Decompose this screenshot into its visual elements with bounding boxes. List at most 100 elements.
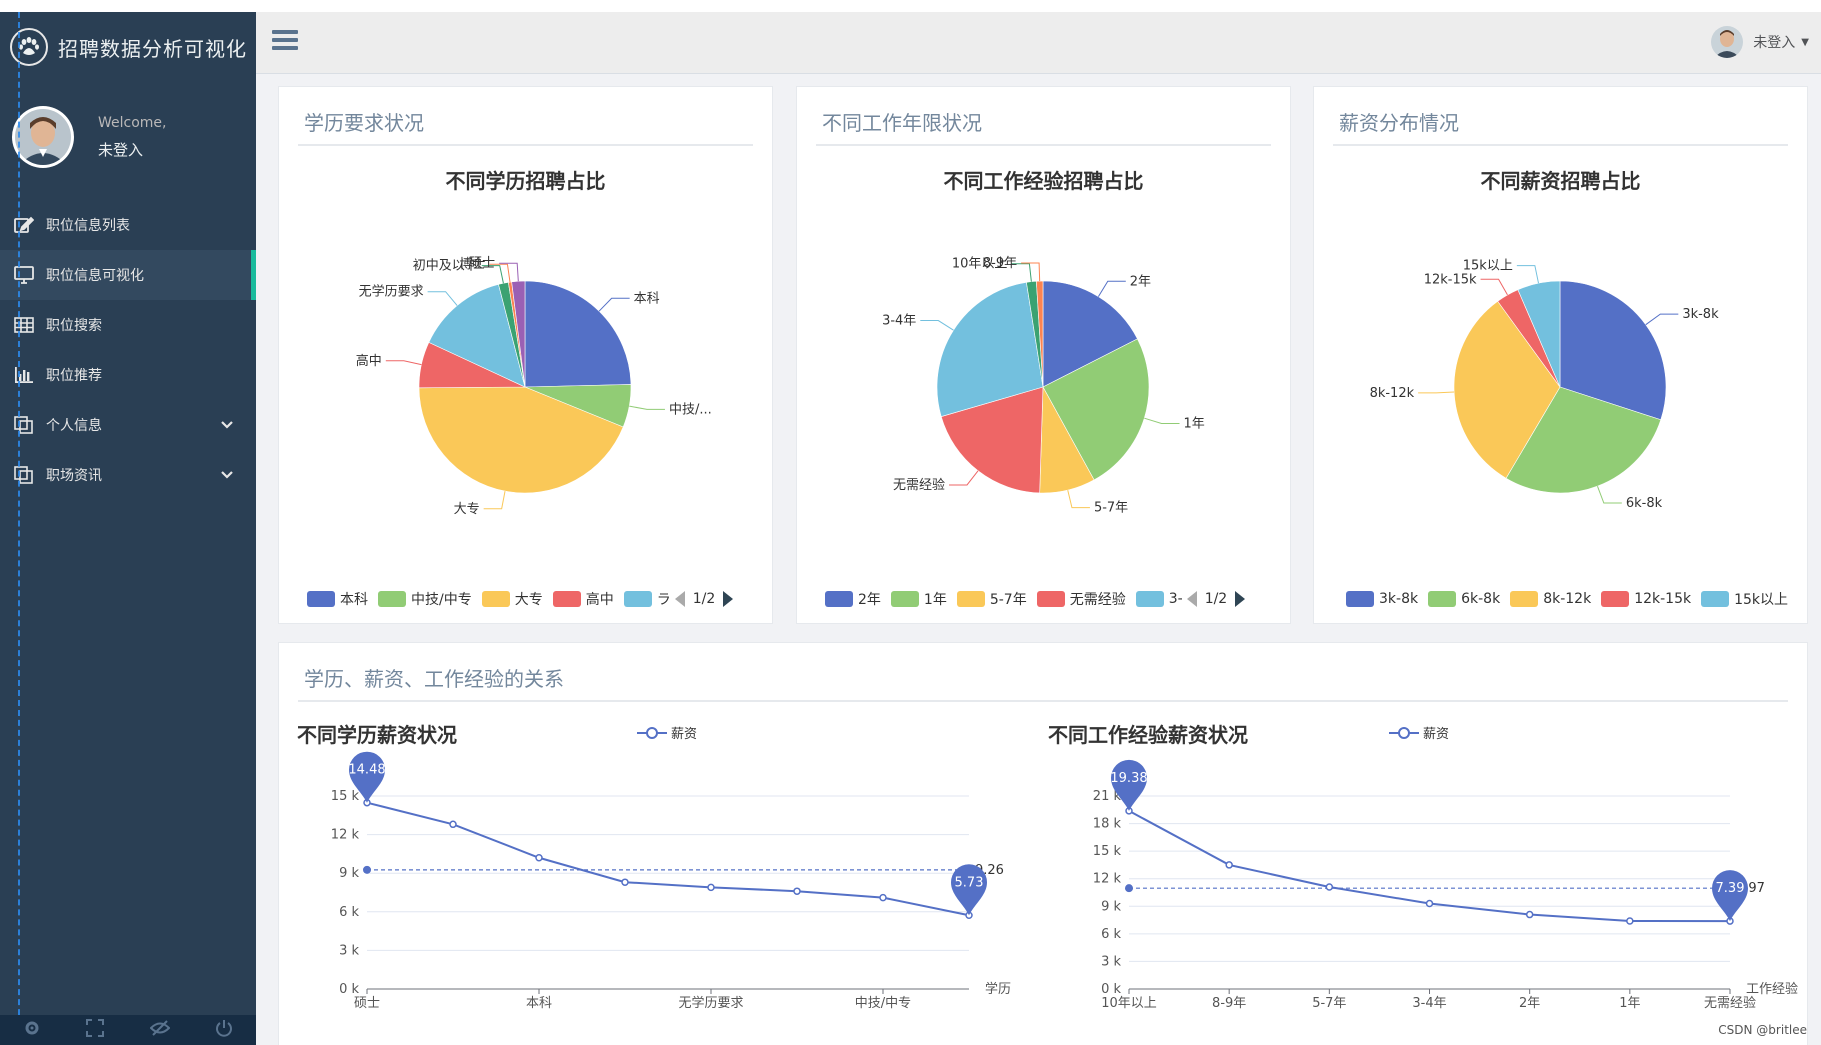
pie-label: 中技/... bbox=[669, 402, 712, 417]
brand[interactable]: 招聘数据分析可视化 bbox=[0, 12, 256, 82]
sidebar-item-career-news[interactable]: 职场资讯 bbox=[0, 450, 256, 500]
x-tick-label: 2年 bbox=[1519, 996, 1540, 1011]
legend-label: 薪资 bbox=[671, 727, 698, 742]
y-tick-label: 6 k bbox=[339, 905, 359, 920]
legend-item[interactable]: 6k-8k bbox=[1428, 591, 1500, 607]
x-tick-label: 无学历要求 bbox=[678, 995, 743, 1011]
pie-label: 6k-8k bbox=[1626, 496, 1663, 511]
sidebar-item-label: 职位搜索 bbox=[46, 318, 102, 334]
sidebar-footer bbox=[0, 1015, 256, 1045]
legend-item[interactable]: 12k-15k bbox=[1601, 591, 1691, 607]
power-icon[interactable] bbox=[215, 1019, 233, 1041]
clone-icon bbox=[14, 416, 36, 434]
pie-label-line bbox=[948, 470, 979, 486]
data-point bbox=[1525, 910, 1534, 919]
panel-heading: 不同工作年限状况 bbox=[822, 111, 982, 135]
settings-icon[interactable] bbox=[23, 1019, 41, 1041]
y-tick-label: 6 k bbox=[1101, 927, 1121, 942]
sidebar-item-job-recommend[interactable]: 职位推荐 bbox=[0, 350, 256, 400]
pie-label-line bbox=[427, 291, 458, 306]
marker-label: 7.39 bbox=[1716, 881, 1745, 896]
legend-item[interactable]: 3k-8k bbox=[1346, 591, 1418, 607]
sidebar-top-strip bbox=[0, 0, 256, 12]
next-page-icon[interactable] bbox=[723, 591, 734, 607]
pie-label-line bbox=[598, 297, 630, 312]
legend-item[interactable]: 2年 bbox=[825, 589, 881, 609]
y-tick-label: 21 k bbox=[1093, 789, 1122, 804]
sidebar-item-personal-info[interactable]: 个人信息 bbox=[0, 400, 256, 450]
dashed-guide-line bbox=[18, 12, 20, 1045]
legend-pager: 1/2 bbox=[1186, 591, 1246, 607]
sidebar-menu: 职位信息列表 职位信息可视化 职位搜索 bbox=[0, 200, 256, 500]
user-name-label: 未登入 bbox=[1753, 35, 1796, 51]
next-page-icon[interactable] bbox=[1235, 591, 1246, 607]
user-dropdown[interactable]: 未登入 ▼ bbox=[1711, 26, 1809, 58]
x-tick-label: 10年以上 bbox=[1101, 996, 1157, 1011]
pie-label: 无学历要求 bbox=[359, 284, 424, 300]
pie-slice bbox=[936, 281, 1044, 417]
sidebar-item-job-visualization[interactable]: 职位信息可视化 bbox=[0, 250, 256, 300]
user-avatar bbox=[1711, 26, 1744, 58]
pie-label-line bbox=[920, 320, 954, 331]
legend-label: 薪资 bbox=[1423, 727, 1450, 742]
pie-label-line bbox=[1418, 391, 1455, 394]
legend-item[interactable]: 5-7年 bbox=[956, 589, 1027, 609]
data-point bbox=[793, 887, 801, 895]
data-point bbox=[879, 893, 887, 902]
sidebar: 招聘数据分析可视化 Welcome, 未登入 bbox=[0, 12, 256, 1045]
pie-slice bbox=[1505, 386, 1662, 494]
legend-item[interactable]: 中技/中专 bbox=[378, 589, 472, 609]
pie-label: 大专 bbox=[454, 502, 480, 517]
data-point bbox=[621, 878, 629, 886]
legend-item[interactable]: 15k以上 bbox=[1701, 589, 1788, 609]
legend-item[interactable]: 本科 bbox=[307, 589, 368, 609]
legend-page-number: 1/2 bbox=[692, 591, 716, 607]
prev-page-icon[interactable] bbox=[674, 591, 685, 607]
fullscreen-icon[interactable] bbox=[86, 1019, 105, 1041]
marker-label: 19.38 bbox=[1110, 771, 1147, 786]
legend-item[interactable]: 3- bbox=[1135, 591, 1183, 607]
chart-title: 不同薪资招聘占比 bbox=[1480, 169, 1641, 193]
pie-label-line bbox=[481, 265, 504, 284]
bar-chart-icon bbox=[14, 366, 36, 384]
sidebar-item-job-search[interactable]: 职位搜索 bbox=[0, 300, 256, 350]
data-point bbox=[1225, 861, 1233, 869]
y-tick-label: 9 k bbox=[1101, 899, 1121, 914]
legend-item[interactable]: 大专 bbox=[481, 589, 543, 609]
data-point bbox=[449, 820, 457, 829]
y-tick-label: 12 k bbox=[1093, 872, 1122, 887]
salary-pie-chart[interactable]: 3k-8k 6k-8k 8k-12k 12k-15k 15k以上 bbox=[1314, 87, 1809, 625]
legend-item[interactable]: 高中 bbox=[552, 589, 614, 609]
pie-label: 8-9年 bbox=[983, 256, 1017, 271]
x-tick-label: 8-9年 bbox=[1212, 996, 1246, 1011]
browser-top-strip bbox=[256, 0, 1821, 12]
education-salary-line-chart[interactable]: 0 k3 k6 k9 k12 k15 k硕士 本科 无学历要求 中技/中专学历9.26… bbox=[279, 713, 1039, 1043]
sidebar-item-label: 职位信息可视化 bbox=[46, 268, 144, 284]
pie-label-line bbox=[499, 262, 519, 282]
x-tick-label: 3-4年 bbox=[1412, 996, 1446, 1011]
legend-item[interactable]: 1年 bbox=[890, 589, 947, 609]
divider bbox=[816, 144, 1271, 146]
eye-slash-icon[interactable] bbox=[149, 1019, 171, 1041]
profile-username: 未登入 bbox=[98, 141, 144, 159]
legend-item[interactable]: 无需经验 bbox=[1036, 589, 1126, 609]
y-tick-label: 3 k bbox=[1101, 954, 1121, 969]
chart-legend[interactable]: 薪资 bbox=[637, 723, 697, 742]
chart-legend[interactable]: 薪资 bbox=[1389, 723, 1449, 742]
sidebar-item-job-list[interactable]: 职位信息列表 bbox=[0, 200, 256, 250]
sidebar-item-label: 个人信息 bbox=[46, 418, 102, 434]
experience-salary-line-chart[interactable]: 0 k 3 k 6 k 9 k 12 k 15 k 18 k 21 k 10年以上 8-9年 5-7… bbox=[1034, 713, 1804, 1043]
menu-toggle-icon[interactable] bbox=[272, 30, 298, 54]
chevron-down-icon bbox=[220, 418, 234, 434]
brand-title: 招聘数据分析可视化 bbox=[58, 36, 247, 61]
pie-label: 5-7年 bbox=[1094, 501, 1128, 516]
data-point bbox=[1626, 917, 1634, 925]
marker-pin bbox=[1111, 759, 1147, 811]
legend-item[interactable]: ラ bbox=[623, 589, 671, 609]
pie-label-line bbox=[629, 405, 665, 410]
table-icon bbox=[14, 316, 36, 334]
legend-item[interactable]: 8k-12k bbox=[1510, 591, 1591, 607]
prev-page-icon[interactable] bbox=[1186, 591, 1197, 607]
